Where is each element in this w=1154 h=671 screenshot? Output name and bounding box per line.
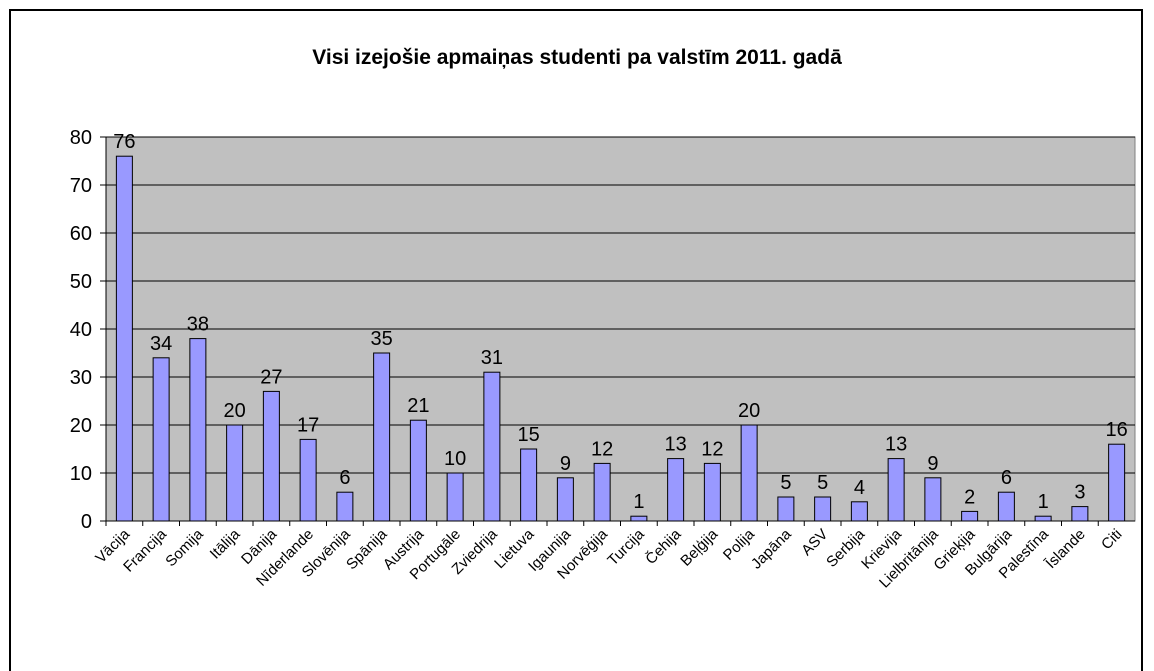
- bar: [262, 390, 280, 522]
- bar: [1071, 506, 1089, 522]
- data-label: 38: [187, 314, 209, 336]
- bar: [630, 515, 648, 522]
- data-label: 20: [224, 400, 246, 422]
- y-tick-label: 10: [70, 463, 92, 485]
- data-label: 15: [518, 424, 540, 446]
- bar: [667, 458, 685, 522]
- chart-title: Visi izejošie apmaiņas studenti pa valst…: [312, 46, 842, 69]
- y-tick-label: 0: [81, 511, 92, 533]
- bar: [373, 352, 391, 522]
- data-label: 1: [1038, 491, 1049, 513]
- data-label: 31: [481, 347, 503, 369]
- data-label: 34: [150, 333, 172, 355]
- data-label: 6: [339, 467, 350, 489]
- bar: [887, 458, 905, 522]
- data-label: 13: [665, 434, 687, 456]
- data-label: 76: [113, 131, 135, 153]
- bar: [703, 462, 721, 522]
- data-label: 9: [927, 453, 938, 475]
- bar: [409, 419, 427, 522]
- bar: [483, 371, 501, 522]
- bar: [1034, 515, 1052, 522]
- bar: [226, 424, 244, 522]
- data-label: 35: [371, 328, 393, 350]
- y-tick-label: 30: [70, 367, 92, 389]
- bar: [556, 477, 574, 522]
- bar: [850, 501, 868, 522]
- bar: [740, 424, 758, 522]
- bar: [520, 448, 538, 522]
- bar: [446, 472, 464, 522]
- data-label: 10: [444, 448, 466, 470]
- data-label: 5: [780, 472, 791, 494]
- y-tick-label: 40: [70, 319, 92, 341]
- data-label: 4: [854, 477, 865, 499]
- data-label: 6: [1001, 467, 1012, 489]
- y-tick-label: 70: [70, 175, 92, 197]
- data-label: 3: [1074, 482, 1085, 504]
- bar: [336, 491, 354, 522]
- data-label: 21: [407, 395, 429, 417]
- bar: [299, 438, 317, 522]
- bar: [961, 510, 979, 522]
- bar: [1108, 443, 1126, 522]
- y-tick-label: 60: [70, 223, 92, 245]
- data-label: 9: [560, 453, 571, 475]
- y-tick-label: 80: [70, 127, 92, 149]
- data-label: 20: [738, 400, 760, 422]
- data-label: 2: [964, 486, 975, 508]
- data-label: 13: [885, 434, 907, 456]
- data-label: 12: [591, 438, 613, 460]
- bar: [152, 357, 170, 522]
- bar: [189, 338, 207, 522]
- bar: [593, 462, 611, 522]
- y-tick-label: 20: [70, 415, 92, 437]
- bar: [777, 496, 795, 522]
- data-label: 12: [701, 438, 723, 460]
- bar: [997, 491, 1015, 522]
- data-label: 1: [633, 491, 644, 513]
- bar: [924, 477, 942, 522]
- y-tick-label: 50: [70, 271, 92, 293]
- bar: [115, 155, 133, 522]
- data-label: 16: [1106, 419, 1128, 441]
- bar: [814, 496, 832, 522]
- data-label: 17: [297, 414, 319, 436]
- data-label: 5: [817, 472, 828, 494]
- data-label: 27: [260, 366, 282, 388]
